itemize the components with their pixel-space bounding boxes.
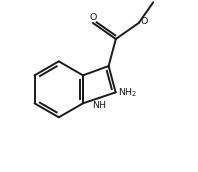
Text: NH$_2$: NH$_2$ xyxy=(118,86,137,99)
Text: O: O xyxy=(141,17,148,26)
Text: O: O xyxy=(89,13,97,22)
Text: NH: NH xyxy=(92,100,106,110)
